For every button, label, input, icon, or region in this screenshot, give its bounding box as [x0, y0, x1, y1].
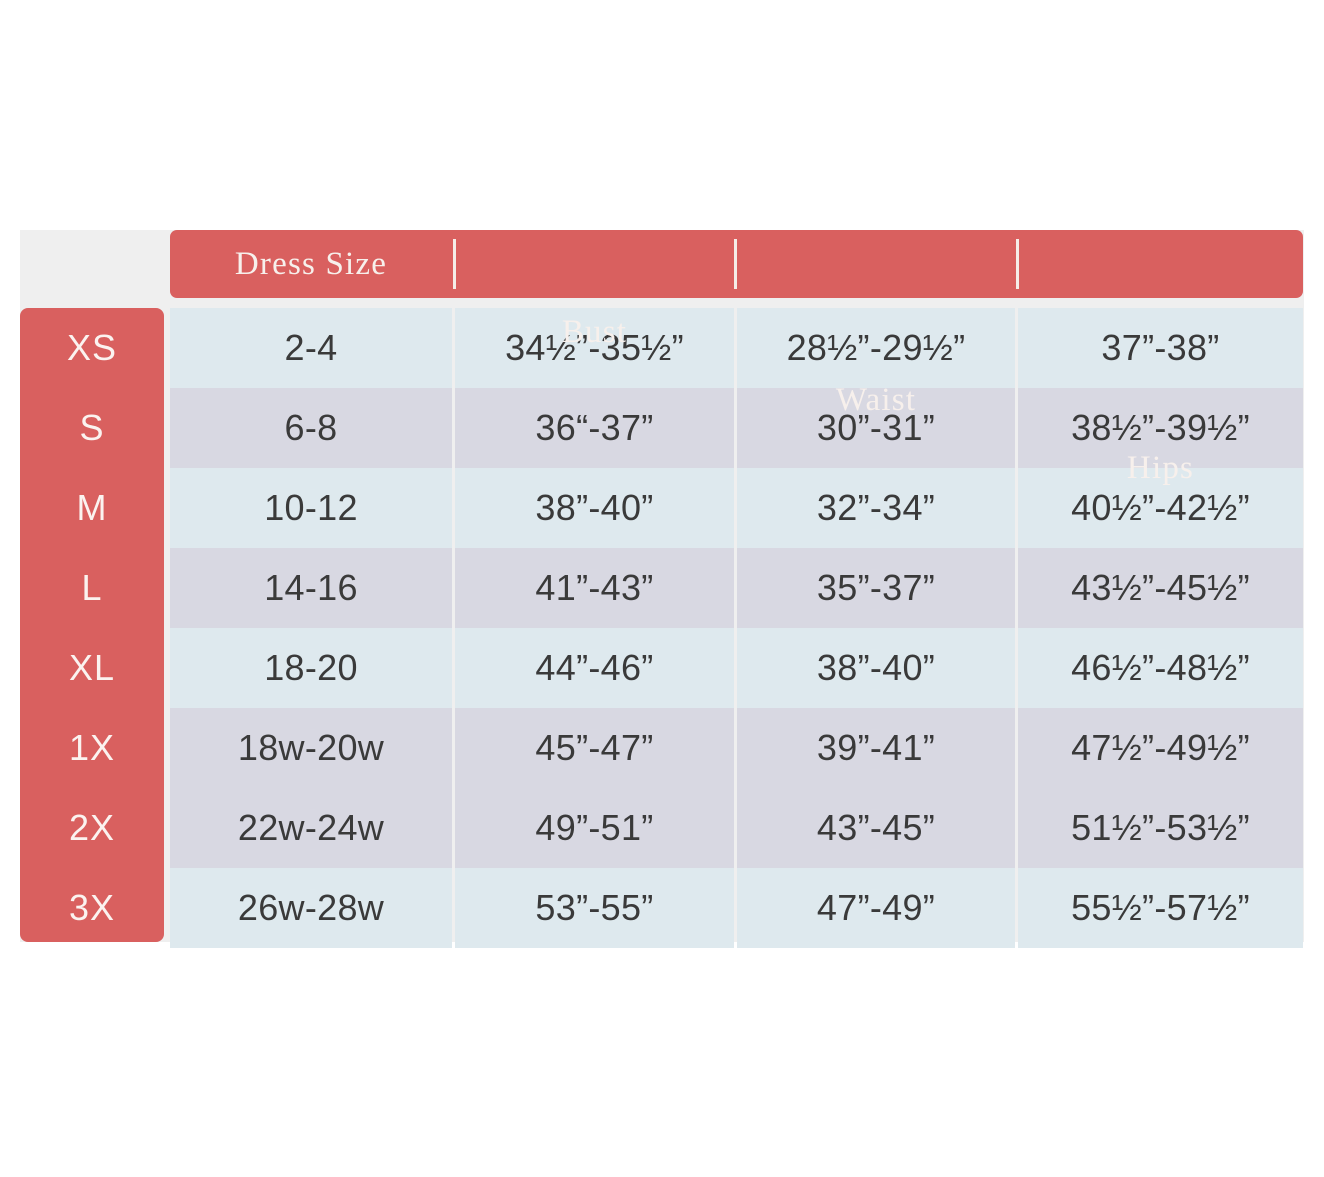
size-label-l: L	[81, 567, 103, 608]
cell-dress-size: 18w-20w	[170, 708, 452, 788]
cell-bust: 44”-46”	[455, 628, 734, 708]
cell-waist: 35”-37”	[737, 548, 1015, 628]
column-header-waist: Waist	[835, 381, 917, 418]
size-label-3x: 3X	[68, 887, 116, 928]
cell-waist: 47”-49”	[737, 868, 1015, 948]
cell-hips: 46½”-48½”	[1018, 628, 1303, 708]
cell-dress-size: 6-8	[170, 388, 452, 468]
cell-dress-size: 18-20	[170, 628, 452, 708]
size-label-xl: XL	[68, 647, 116, 688]
table-row: 10-12 38”-40” 32”-34” 40½”-42½”	[20, 468, 1304, 548]
size-column-background	[20, 308, 164, 942]
cell-waist: 30”-31”	[737, 388, 1015, 468]
cell-bust: 49”-51”	[455, 788, 734, 868]
cell-hips: 55½”-57½”	[1018, 868, 1303, 948]
corner-cell	[20, 230, 164, 298]
cell-hips: 43½”-45½”	[1018, 548, 1303, 628]
header-divider	[734, 239, 737, 289]
table-row: 18-20 44”-46” 38”-40” 46½”-48½”	[20, 628, 1304, 708]
cell-hips: 47½”-49½”	[1018, 708, 1303, 788]
column-header-hips: Hips	[1126, 449, 1195, 486]
cell-waist: 39”-41”	[737, 708, 1015, 788]
cell-hips: 51½”-53½”	[1018, 788, 1303, 868]
size-chart-table: Dress Size Bust Waist Hips XS S M L XL 1…	[20, 230, 1304, 948]
cell-hips: 38½”-39½”	[1018, 388, 1303, 468]
cell-dress-size: 14-16	[170, 548, 452, 628]
cell-dress-size: 22w-24w	[170, 788, 452, 868]
size-label-m: M	[76, 487, 108, 528]
table-row: 18w-20w 45”-47” 39”-41” 47½”-49½”	[20, 708, 1304, 788]
cell-bust: 34½”-35½”	[455, 308, 734, 388]
cell-bust: 41”-43”	[455, 548, 734, 628]
cell-hips: 37”-38”	[1018, 308, 1303, 388]
header-divider	[1016, 239, 1019, 289]
table-row: 14-16 41”-43” 35”-37” 43½”-45½”	[20, 548, 1304, 628]
cell-bust: 45”-47”	[455, 708, 734, 788]
size-label-2x: 2X	[68, 807, 116, 848]
header-divider	[453, 239, 456, 289]
cell-waist: 38”-40”	[737, 628, 1015, 708]
cell-bust: 36“-37”	[455, 388, 734, 468]
table-row: 26w-28w 53”-55” 47”-49” 55½”-57½”	[20, 868, 1304, 948]
cell-dress-size: 2-4	[170, 308, 452, 388]
cell-waist: 28½”-29½”	[737, 308, 1015, 388]
size-label-xs: XS	[66, 327, 118, 368]
table-row: 6-8 36“-37” 30”-31” 38½”-39½”	[20, 388, 1304, 468]
table-row: 2-4 34½”-35½” 28½”-29½” 37”-38”	[20, 308, 1304, 388]
column-header-dress-size: Dress Size	[234, 245, 388, 282]
table-row: 22w-24w 49”-51” 43”-45” 51½”-53½”	[20, 788, 1304, 868]
cell-dress-size: 10-12	[170, 468, 452, 548]
cell-waist: 43”-45”	[737, 788, 1015, 868]
table-header-row: Dress Size Bust Waist Hips	[20, 230, 1304, 486]
column-header-bust: Bust	[561, 313, 628, 350]
cell-bust: 38”-40”	[455, 468, 734, 548]
size-label-s: S	[79, 407, 105, 448]
cell-waist: 32”-34”	[737, 468, 1015, 548]
cell-bust: 53”-55”	[455, 868, 734, 948]
cell-dress-size: 26w-28w	[170, 868, 452, 948]
cell-hips: 40½”-42½”	[1018, 468, 1303, 548]
size-label-1x: 1X	[68, 727, 116, 768]
